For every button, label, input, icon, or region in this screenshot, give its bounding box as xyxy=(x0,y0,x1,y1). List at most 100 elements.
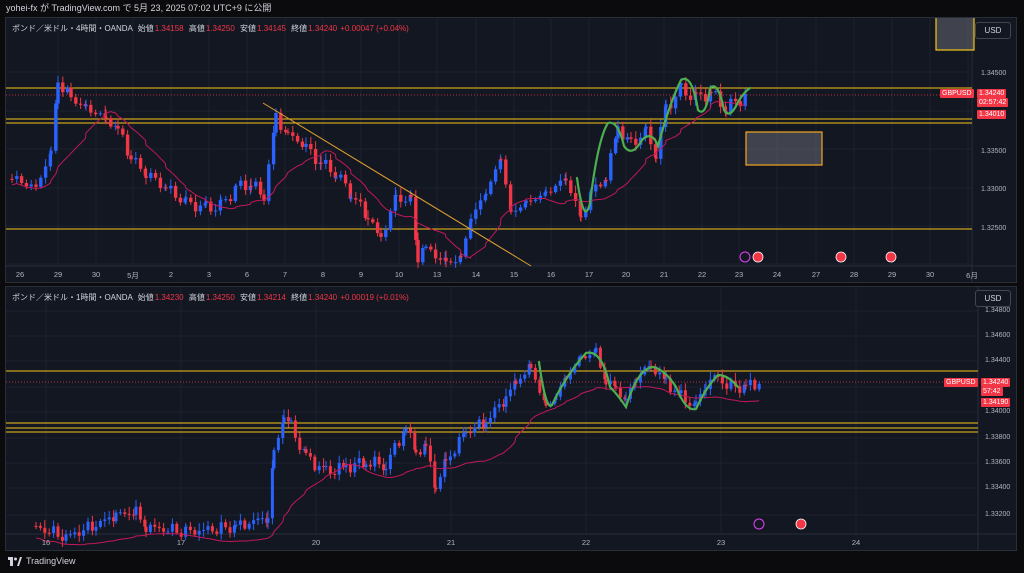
candle xyxy=(308,453,312,457)
candle xyxy=(143,519,147,527)
candle xyxy=(393,194,398,211)
candle xyxy=(283,129,288,132)
candle xyxy=(69,87,73,98)
candle xyxy=(213,210,218,212)
candle xyxy=(708,91,713,102)
candle xyxy=(433,461,437,488)
candle xyxy=(621,126,625,140)
candle xyxy=(371,219,375,223)
x-tick: 26 xyxy=(15,270,25,279)
candle xyxy=(579,356,583,358)
candle xyxy=(249,185,253,187)
candle xyxy=(219,199,223,201)
chart-panel-4h[interactable]: ポンド／米ドル・4時間・OANDA 始値1.34158 高値1.34250 安値… xyxy=(5,17,1017,283)
candle xyxy=(434,487,438,489)
chart-canvas-1h[interactable] xyxy=(6,287,1017,551)
candle xyxy=(679,390,683,394)
candle xyxy=(247,523,251,529)
uk-flag-icon xyxy=(795,518,807,530)
candle xyxy=(178,197,183,203)
candle xyxy=(514,380,518,384)
candle xyxy=(129,155,133,160)
currency-button[interactable]: USD xyxy=(975,22,1011,39)
candle xyxy=(527,364,531,375)
candle xyxy=(243,180,248,191)
candle xyxy=(438,258,443,260)
candle xyxy=(568,372,572,380)
candle xyxy=(462,433,466,437)
candle xyxy=(513,380,517,390)
candle xyxy=(588,354,592,359)
candle xyxy=(449,261,453,263)
candle xyxy=(523,374,527,379)
x-tick: 17 xyxy=(176,538,186,547)
candle xyxy=(344,464,348,468)
chart-panel-1h[interactable]: ポンド／米ドル・1時間・OANDA 始値1.34230 高値1.34250 安値… xyxy=(5,286,1017,551)
candle xyxy=(438,477,442,489)
candle xyxy=(104,117,108,119)
candle xyxy=(518,378,522,384)
candle xyxy=(144,175,148,178)
candle xyxy=(224,199,228,201)
candle xyxy=(276,437,280,451)
candle xyxy=(508,184,513,210)
candle xyxy=(56,82,60,104)
candle xyxy=(149,172,153,178)
x-tick: 23 xyxy=(734,270,744,279)
candle xyxy=(134,158,138,160)
candle xyxy=(324,159,328,164)
candle xyxy=(654,157,658,159)
y-tick: 1.34600 xyxy=(985,332,1011,339)
candle xyxy=(743,93,747,107)
tradingview-logo-icon xyxy=(8,556,22,566)
x-tick: 8 xyxy=(320,270,326,279)
candle xyxy=(293,420,297,438)
chart-canvas-4h[interactable] xyxy=(6,18,1017,283)
candle xyxy=(189,197,193,203)
candle xyxy=(413,432,417,450)
candle xyxy=(664,378,668,380)
candle xyxy=(533,367,537,380)
candle xyxy=(113,125,118,127)
candle xyxy=(184,526,188,528)
candle xyxy=(302,448,306,450)
candle xyxy=(424,246,428,249)
candle xyxy=(664,104,668,107)
candle xyxy=(203,203,207,206)
candle xyxy=(384,469,388,471)
candle xyxy=(543,192,547,196)
footer-brand[interactable]: TradingView xyxy=(8,556,76,566)
candle xyxy=(224,522,228,528)
symbol-tag: GBPUSD xyxy=(944,378,978,387)
price-tag: 1.34240 xyxy=(977,89,1007,98)
candle xyxy=(408,428,412,433)
y-tick: 1.34400 xyxy=(985,357,1011,364)
candle xyxy=(210,526,214,532)
candle xyxy=(418,452,422,455)
y-tick: 1.34800 xyxy=(985,307,1011,314)
candle xyxy=(271,132,276,165)
candle xyxy=(94,526,98,531)
candle xyxy=(643,128,648,138)
candle xyxy=(52,526,56,534)
candle xyxy=(82,530,86,536)
candle xyxy=(164,187,168,189)
candle xyxy=(616,126,620,139)
candle xyxy=(678,85,683,97)
x-tick: 7 xyxy=(282,270,288,279)
candle xyxy=(132,514,136,516)
candle xyxy=(414,449,418,453)
countdown-tag: 02:57:42 xyxy=(977,98,1009,107)
x-tick: 5月 xyxy=(127,271,139,280)
candle xyxy=(658,372,662,375)
x-tick: 6 xyxy=(244,270,250,279)
candle xyxy=(198,205,203,212)
candle xyxy=(34,525,38,527)
currency-button[interactable]: USD xyxy=(975,290,1011,307)
candle xyxy=(218,200,223,211)
candle xyxy=(78,103,83,105)
candle xyxy=(573,365,577,373)
x-tick: 3 xyxy=(206,270,212,279)
candle xyxy=(384,229,388,238)
candle xyxy=(709,91,713,93)
